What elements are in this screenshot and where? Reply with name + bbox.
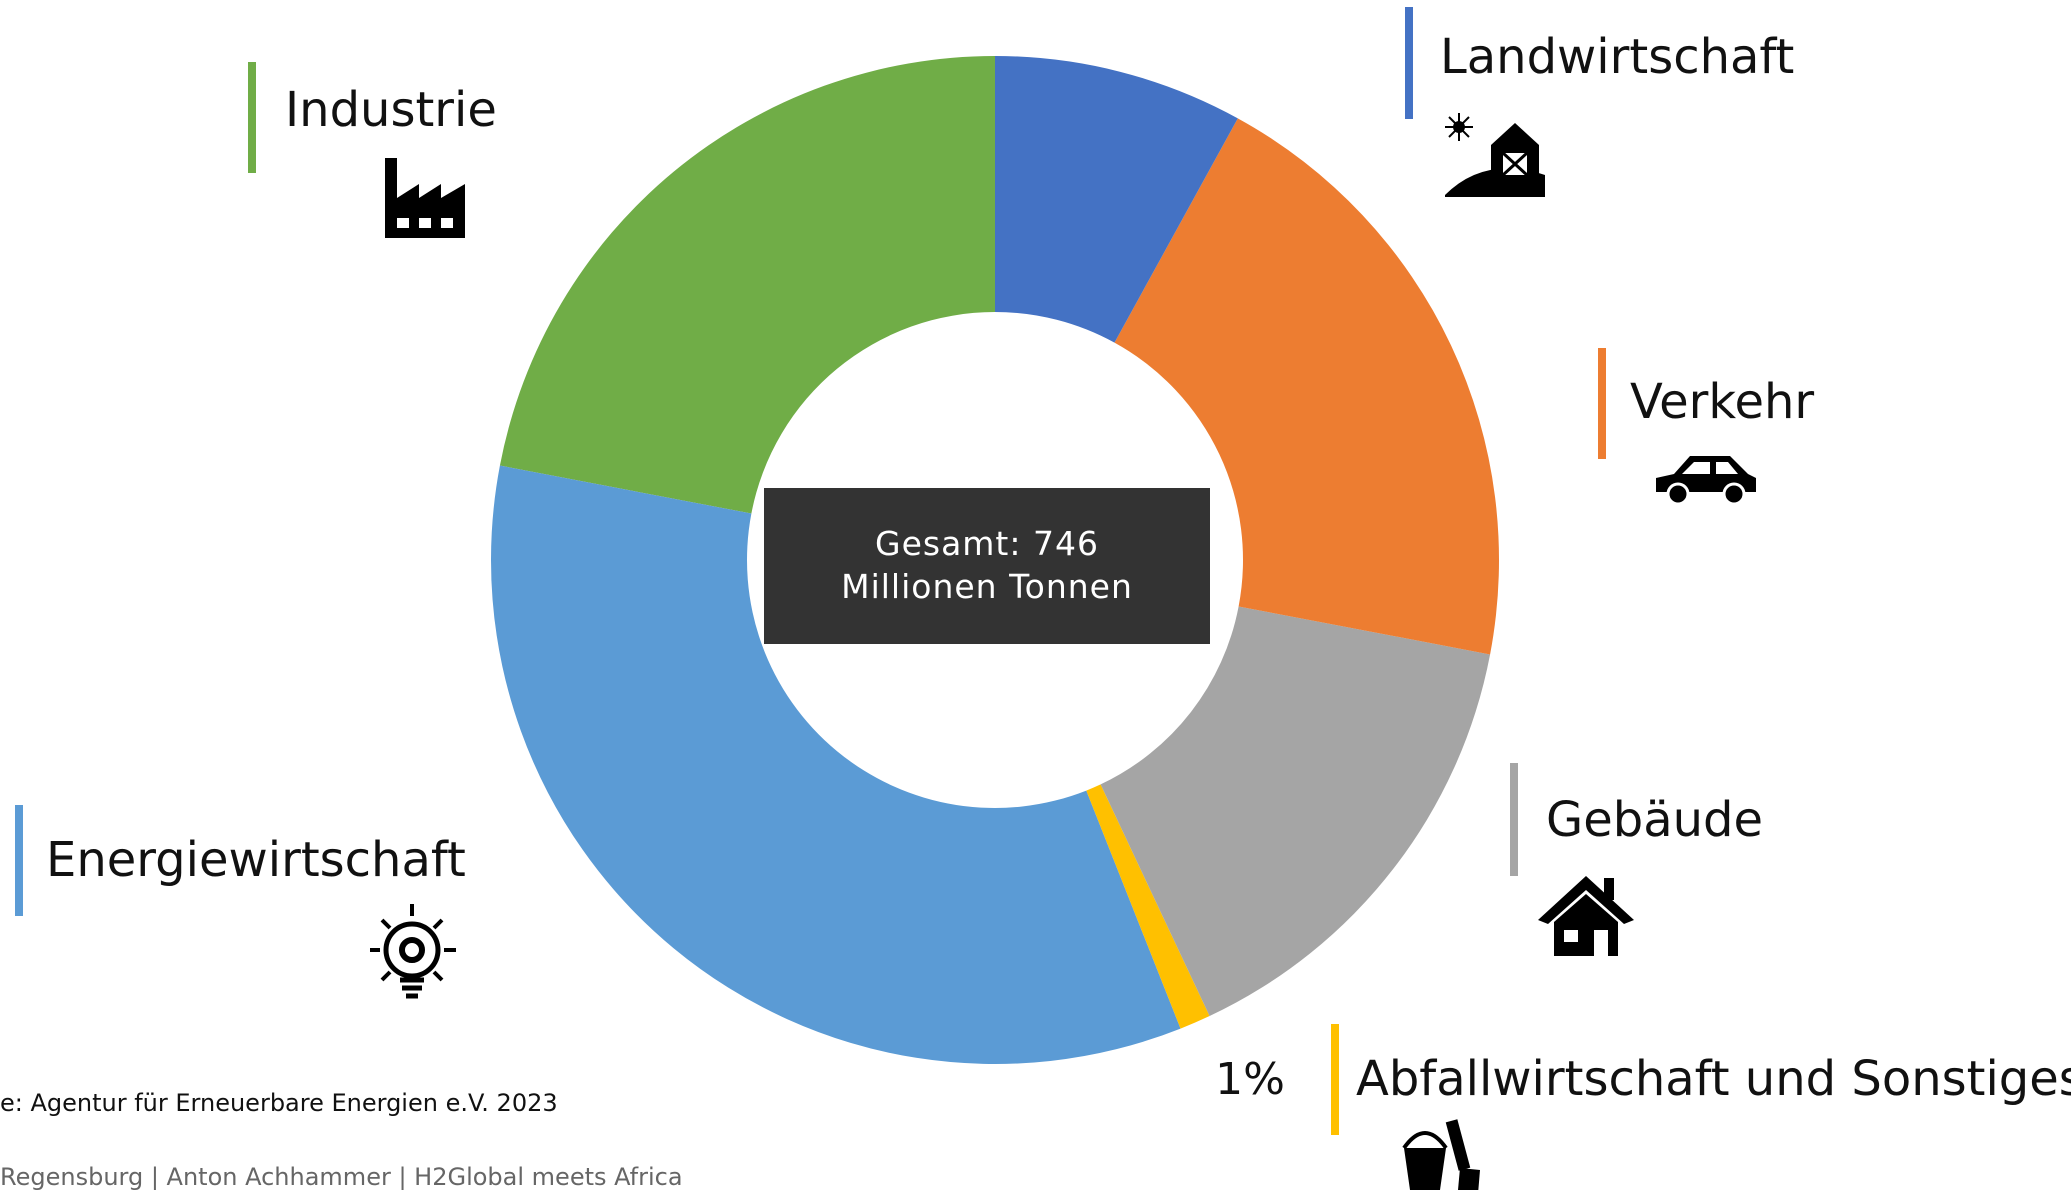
category-label: Verkehr bbox=[1630, 374, 1814, 430]
icon-farm bbox=[1445, 113, 1545, 197]
icon-bulb bbox=[370, 904, 456, 999]
source: e: Agentur für Erneuerbare Energien e.V.… bbox=[0, 1089, 558, 1117]
center-annotation: Gesamt: 746 Millionen Tonnen bbox=[764, 488, 1210, 644]
donut-segment bbox=[1100, 606, 1491, 1017]
category-label: Energiewirtschaft bbox=[46, 832, 466, 888]
donut-segment bbox=[1114, 118, 1499, 655]
icon-car bbox=[1656, 456, 1756, 506]
donut-segment bbox=[995, 56, 1238, 343]
category-label: Abfallwirtschaft und Sonstiges bbox=[1356, 1051, 2071, 1107]
donut-segment bbox=[491, 465, 1181, 1064]
category-label: Landwirtschaft bbox=[1440, 29, 1794, 85]
donut-segment bbox=[1086, 784, 1210, 1029]
icon-factory bbox=[385, 158, 465, 238]
value-label: 1% bbox=[1215, 1054, 1285, 1105]
icon-bucket bbox=[1402, 1119, 1480, 1190]
category-label: Gebäude bbox=[1546, 792, 1763, 848]
footer: Regensburg | Anton Achhammer | H2Global … bbox=[0, 1163, 683, 1190]
donut-segment bbox=[499, 56, 995, 514]
category-label: Industrie bbox=[285, 82, 497, 138]
icon-house bbox=[1538, 876, 1634, 956]
